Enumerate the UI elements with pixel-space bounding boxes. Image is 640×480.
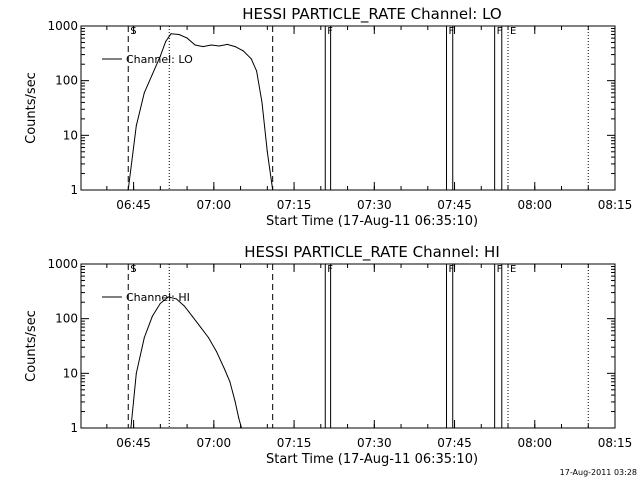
series-point	[229, 381, 231, 383]
x-tick-label: 08:00	[517, 198, 552, 212]
x-tick-label: 08:15	[598, 436, 633, 450]
plot-frame	[80, 263, 616, 429]
series-point	[272, 189, 274, 191]
x-tick-label: 07:30	[357, 436, 392, 450]
series-point	[234, 46, 236, 48]
x-tick-label: 07:15	[277, 198, 312, 212]
marker-flag: F	[449, 26, 455, 37]
legend-label: Channel: LO	[126, 53, 193, 66]
y-axis-label: Counts/sec	[24, 72, 39, 144]
chart-title: HESSI PARTICLE_RATE Channel: HI	[244, 243, 500, 262]
x-tick-label: 08:15	[598, 198, 633, 212]
series-line	[130, 296, 242, 429]
x-axis-label: Start Time (17-Aug-11 06:35:10)	[266, 214, 478, 229]
series-point	[207, 337, 209, 339]
series-point	[178, 33, 180, 35]
chart-panel-lo: HESSI PARTICLE_RATE Channel: LO 1 10 100 100…	[24, 5, 632, 229]
series-point	[250, 58, 252, 60]
series-point	[170, 33, 172, 35]
series-point	[202, 46, 204, 48]
y-axis-label: Counts/sec	[24, 310, 39, 382]
y-tick-label: 100	[55, 74, 78, 88]
series-point	[191, 315, 193, 317]
marker-flag: S	[130, 26, 136, 37]
x-axis-label: Start Time (17-Aug-11 06:35:10)	[266, 452, 478, 467]
series-point	[199, 326, 201, 328]
y-tick-label: 10	[63, 128, 78, 142]
y-tick-label: 1	[70, 183, 78, 197]
x-tick-label: 06:45	[116, 198, 151, 212]
chart-title: HESSI PARTICLE_RATE Channel: LO	[242, 5, 501, 24]
x-tick-label: 07:45	[437, 198, 472, 212]
y-tick-label: 100	[55, 312, 78, 326]
marker-flag: E	[510, 26, 516, 37]
series-point	[261, 101, 263, 103]
series-point	[226, 43, 228, 45]
series-point	[135, 372, 137, 374]
x-tick-label: 08:00	[517, 436, 552, 450]
marker-flag: F	[449, 264, 455, 275]
series-point	[242, 50, 244, 52]
series-point	[159, 55, 161, 57]
series-point	[238, 417, 240, 419]
y-tick-label: 10	[63, 366, 78, 380]
x-tick-label: 07:00	[197, 436, 232, 450]
series-point	[194, 44, 196, 46]
series-point	[183, 305, 185, 307]
series-point	[151, 315, 153, 317]
series-point	[143, 92, 145, 94]
series-point	[224, 368, 226, 370]
chart-panel-hi: HESSI PARTICLE_RATE Channel: HI 1 10 100 100…	[24, 243, 632, 467]
series-point	[210, 44, 212, 46]
marker-flag: F	[497, 26, 503, 37]
x-tick-label: 06:45	[116, 436, 151, 450]
series-point	[143, 337, 145, 339]
series-point	[240, 427, 242, 429]
y-tick-label: 1000	[47, 257, 78, 271]
x-tick-label: 07:00	[197, 198, 232, 212]
legend-label: Channel: HI	[126, 291, 190, 304]
series-point	[135, 125, 137, 127]
series-point	[266, 151, 268, 153]
series-point	[165, 41, 167, 43]
marker-flag: F	[497, 264, 503, 275]
footer-timestamp: 17-Aug-2011 03:28	[560, 468, 637, 477]
series-point	[151, 73, 153, 75]
series-point	[159, 302, 161, 304]
x-tick-label: 07:45	[437, 436, 472, 450]
series-point	[127, 189, 129, 191]
series-point	[186, 37, 188, 39]
series-point	[218, 45, 220, 47]
plot-frame	[80, 25, 616, 191]
marker-flag: E	[510, 264, 516, 275]
series-point	[216, 351, 218, 353]
y-tick-label: 1000	[47, 19, 78, 33]
series-point	[175, 298, 177, 300]
marker-flag: S	[130, 264, 136, 275]
series-point	[234, 401, 236, 403]
series-point	[256, 70, 258, 72]
y-tick-label: 1	[70, 421, 78, 435]
x-tick-label: 07:15	[277, 436, 312, 450]
x-tick-label: 07:30	[357, 198, 392, 212]
series-point	[167, 296, 169, 298]
series-point	[130, 427, 132, 429]
